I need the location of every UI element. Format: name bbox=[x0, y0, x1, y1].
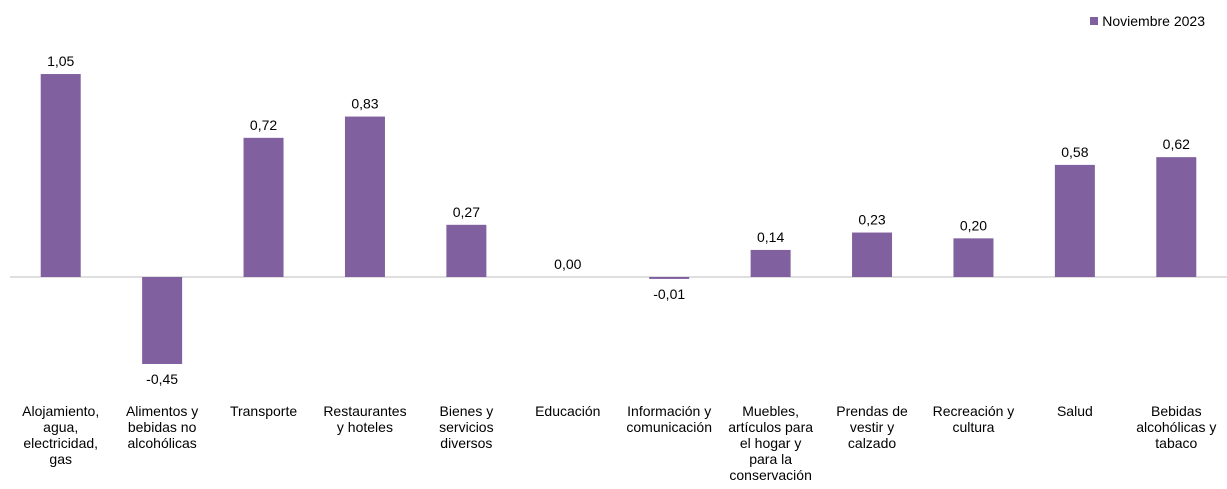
category-label: Información y comunicación bbox=[626, 403, 712, 435]
data-label: 0,58 bbox=[1061, 144, 1088, 160]
category-label: Prendas de vestir y calzado bbox=[836, 403, 908, 451]
bar bbox=[1054, 164, 1095, 277]
bar bbox=[142, 277, 183, 364]
data-label: 0,62 bbox=[1163, 136, 1190, 152]
data-label: -0,01 bbox=[653, 286, 685, 302]
data-label: 0,83 bbox=[351, 96, 378, 112]
category-label: Alimentos y bebidas no alcohólicas bbox=[126, 403, 198, 451]
chart-legend: Noviembre 2023 bbox=[1090, 13, 1205, 29]
data-label: 0,14 bbox=[757, 229, 784, 245]
bar bbox=[852, 232, 893, 277]
category-label: Muebles, artículos para el hogar y para la c… bbox=[728, 403, 813, 483]
data-label: -0,45 bbox=[146, 371, 178, 387]
category-label: Bienes y servicios diversos bbox=[439, 403, 493, 451]
data-label: 0,00 bbox=[554, 256, 581, 272]
category-label: Recreación y cultura bbox=[933, 403, 1015, 435]
bar bbox=[40, 74, 81, 277]
bar bbox=[649, 277, 690, 279]
bar bbox=[750, 249, 791, 277]
data-label: 0,23 bbox=[858, 212, 885, 228]
data-label: 0,72 bbox=[250, 117, 277, 133]
category-label: Restaurantes y hoteles bbox=[323, 403, 406, 435]
bar bbox=[243, 137, 284, 277]
bar bbox=[344, 116, 385, 277]
bar bbox=[1156, 157, 1197, 277]
data-label: 0,20 bbox=[960, 217, 987, 233]
bar bbox=[446, 224, 487, 277]
data-label: 0,27 bbox=[453, 204, 480, 220]
category-label: Salud bbox=[1057, 403, 1093, 419]
category-label: Alojamiento, agua, electricidad, gas bbox=[22, 403, 99, 467]
category-label: Educación bbox=[535, 403, 600, 419]
legend-label: Noviembre 2023 bbox=[1102, 13, 1205, 29]
category-label: Bebidas alcohólicas y tabaco bbox=[1136, 403, 1216, 451]
data-label: 1,05 bbox=[47, 53, 74, 69]
category-label: Transporte bbox=[230, 403, 297, 419]
legend-swatch bbox=[1090, 17, 1099, 25]
bar bbox=[953, 238, 994, 277]
